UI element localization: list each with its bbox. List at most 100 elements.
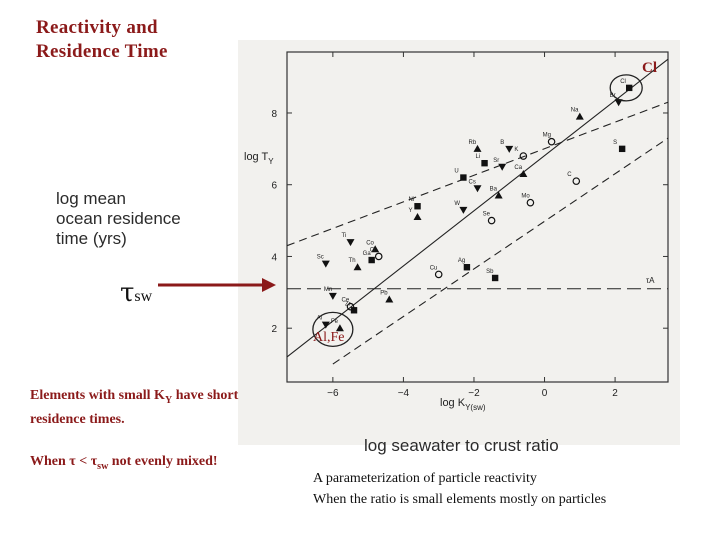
reference-lines <box>286 58 669 365</box>
tau-sw-label: τsw <box>120 278 152 308</box>
point-marker <box>572 177 581 185</box>
point-marker <box>346 302 355 311</box>
y-tick-label: 6 <box>271 181 277 192</box>
point-label: Cs <box>469 179 476 185</box>
point-marker <box>473 185 482 193</box>
point-label: Cu <box>430 265 438 271</box>
point-label: U <box>454 169 458 175</box>
point-label: Zr <box>345 301 351 307</box>
point-marker <box>346 239 355 247</box>
point-marker <box>434 270 443 279</box>
tau-symbol: τ <box>120 278 135 308</box>
note2-text-a: When τ < τ <box>30 454 98 469</box>
y-label-line-3: time (yrs) <box>56 229 127 248</box>
point-marker <box>328 292 337 300</box>
caption-line-1: A parameterization of particle reactivit… <box>313 471 537 486</box>
note1-text-b: have short residence times. <box>30 388 239 427</box>
point-marker <box>353 263 362 271</box>
plot-x-axis-label: log KY(sw) <box>440 397 486 412</box>
plot-axes: −6 −4 −2 0 2 2 4 6 8 <box>271 51 669 399</box>
point-marker <box>481 159 488 167</box>
note-uneven-mixing: When τ < τsw not evenly mixed! <box>30 454 218 472</box>
note2-text-b: not evenly mixed! <box>108 454 218 469</box>
point-marker <box>321 321 330 329</box>
y-label-line-1: log mean <box>56 189 126 208</box>
point-label: Fe <box>331 319 339 325</box>
reference-line <box>286 101 669 247</box>
point-label: Cl <box>620 79 626 85</box>
x-tick-label: −4 <box>398 388 410 399</box>
point-label: C <box>567 172 572 178</box>
y-tick-label: 8 <box>271 109 277 120</box>
note1-text-a: Elements with small K <box>30 388 165 403</box>
point-marker <box>618 145 626 153</box>
point-label: S <box>613 140 617 146</box>
point-marker <box>413 213 422 220</box>
reference-line <box>286 58 669 358</box>
point-marker <box>463 264 471 271</box>
point-marker <box>575 112 584 120</box>
plot-photo-background <box>238 40 680 445</box>
point-marker <box>614 99 623 107</box>
point-label: Ca <box>514 165 522 171</box>
point-label: Cr <box>370 247 376 253</box>
note-small-ky: Elements with small KY have short reside… <box>30 386 280 429</box>
point-label: Ni <box>409 197 415 203</box>
tau-line-label: τA <box>646 276 655 285</box>
point-label: K <box>514 147 518 153</box>
x-tick-label: −2 <box>468 388 480 399</box>
point-label: Co <box>366 240 374 246</box>
point-marker <box>374 252 383 261</box>
point-label: Mn <box>324 287 332 293</box>
x-tick-label: −6 <box>327 388 339 399</box>
point-marker <box>385 295 394 303</box>
point-label: Sb <box>486 269 494 275</box>
point-marker <box>505 145 514 153</box>
point-label: Rb <box>469 140 477 146</box>
caption: A parameterization of particle reactivit… <box>313 468 606 510</box>
title-line-2: Residence Time <box>36 41 168 62</box>
point-marker <box>350 307 358 314</box>
point-label: Y <box>409 208 413 214</box>
x-tick-label: 2 <box>612 388 618 399</box>
point-marker <box>473 144 482 152</box>
point-label: Ag <box>458 258 465 264</box>
point-marker <box>368 256 375 264</box>
point-label: Ga <box>363 251 372 257</box>
point-label: Sc <box>317 255 324 261</box>
point-label: Mo <box>521 194 530 200</box>
y-tick-label: 4 <box>271 252 277 263</box>
point-marker <box>487 216 496 225</box>
point-marker <box>519 152 528 160</box>
highlight-overlays <box>312 74 643 348</box>
point-label: Al <box>317 316 322 322</box>
point-label: Pb <box>380 291 388 297</box>
plot-frame <box>286 51 669 383</box>
point-label: Na <box>571 108 579 114</box>
x-tick-label: 0 <box>542 388 548 399</box>
reference-line <box>332 137 669 365</box>
point-label: Th <box>349 258 356 264</box>
note1-subscript: Y <box>164 394 173 406</box>
point-marker <box>414 203 421 210</box>
title-line-1: Reactivity and <box>36 17 158 38</box>
point-marker <box>335 324 344 332</box>
x-axis-label: log seawater to crust ratio <box>364 436 559 455</box>
point-marker <box>491 274 499 282</box>
point-marker <box>459 206 468 214</box>
point-label: W <box>454 201 460 207</box>
point-label: Li <box>476 154 481 160</box>
tau-arrow-head <box>262 278 276 292</box>
point-label: B <box>500 140 504 146</box>
al-fe-annotation: Al,Fe <box>313 330 345 345</box>
point-marker <box>526 198 535 207</box>
alfe-highlight-circle <box>312 311 354 348</box>
point-label: Ba <box>490 186 498 192</box>
tau-subscript: sw <box>134 288 153 305</box>
slide-title: Reactivity and Residence Time <box>36 16 168 64</box>
y-tick-label: 2 <box>271 324 277 335</box>
point-marker <box>460 174 467 181</box>
point-marker <box>494 191 503 199</box>
y-label-line-2: ocean residence <box>56 209 181 228</box>
